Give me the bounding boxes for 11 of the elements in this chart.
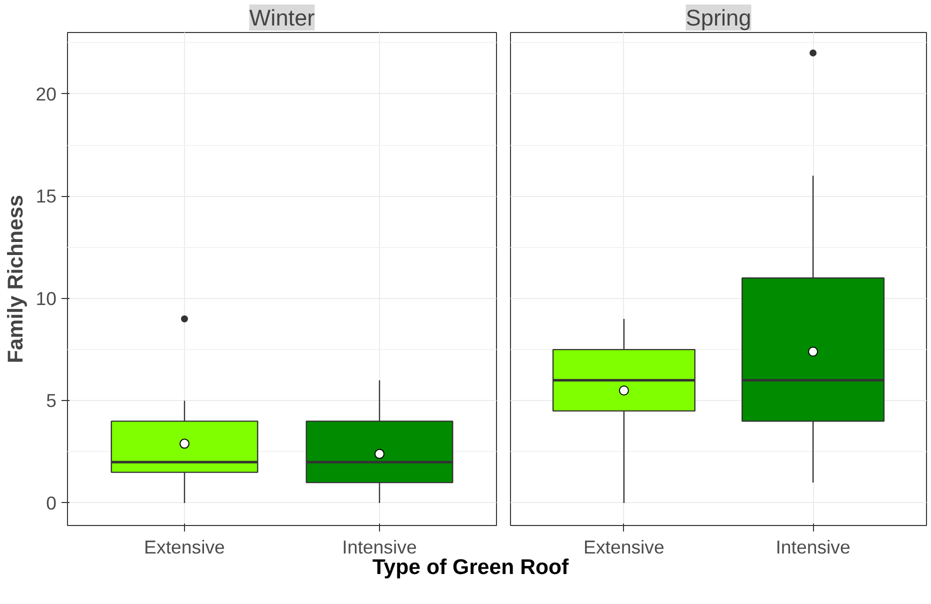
y-axis-title: Family Richness bbox=[4, 194, 28, 364]
chart-title: Winter bbox=[249, 4, 316, 30]
y-tick-label: 15 bbox=[36, 186, 57, 207]
y-tick-label: 0 bbox=[46, 492, 57, 514]
x-tick-label: Extensive bbox=[144, 536, 225, 558]
y-tick-label: 10 bbox=[36, 288, 57, 309]
y-tick-label: 20 bbox=[36, 83, 57, 104]
y-tick-label: 5 bbox=[46, 390, 57, 412]
chart-title: Spring bbox=[686, 4, 752, 30]
x-tick-label: Intensive bbox=[776, 536, 850, 558]
x-tick-label: Extensive bbox=[584, 536, 664, 558]
